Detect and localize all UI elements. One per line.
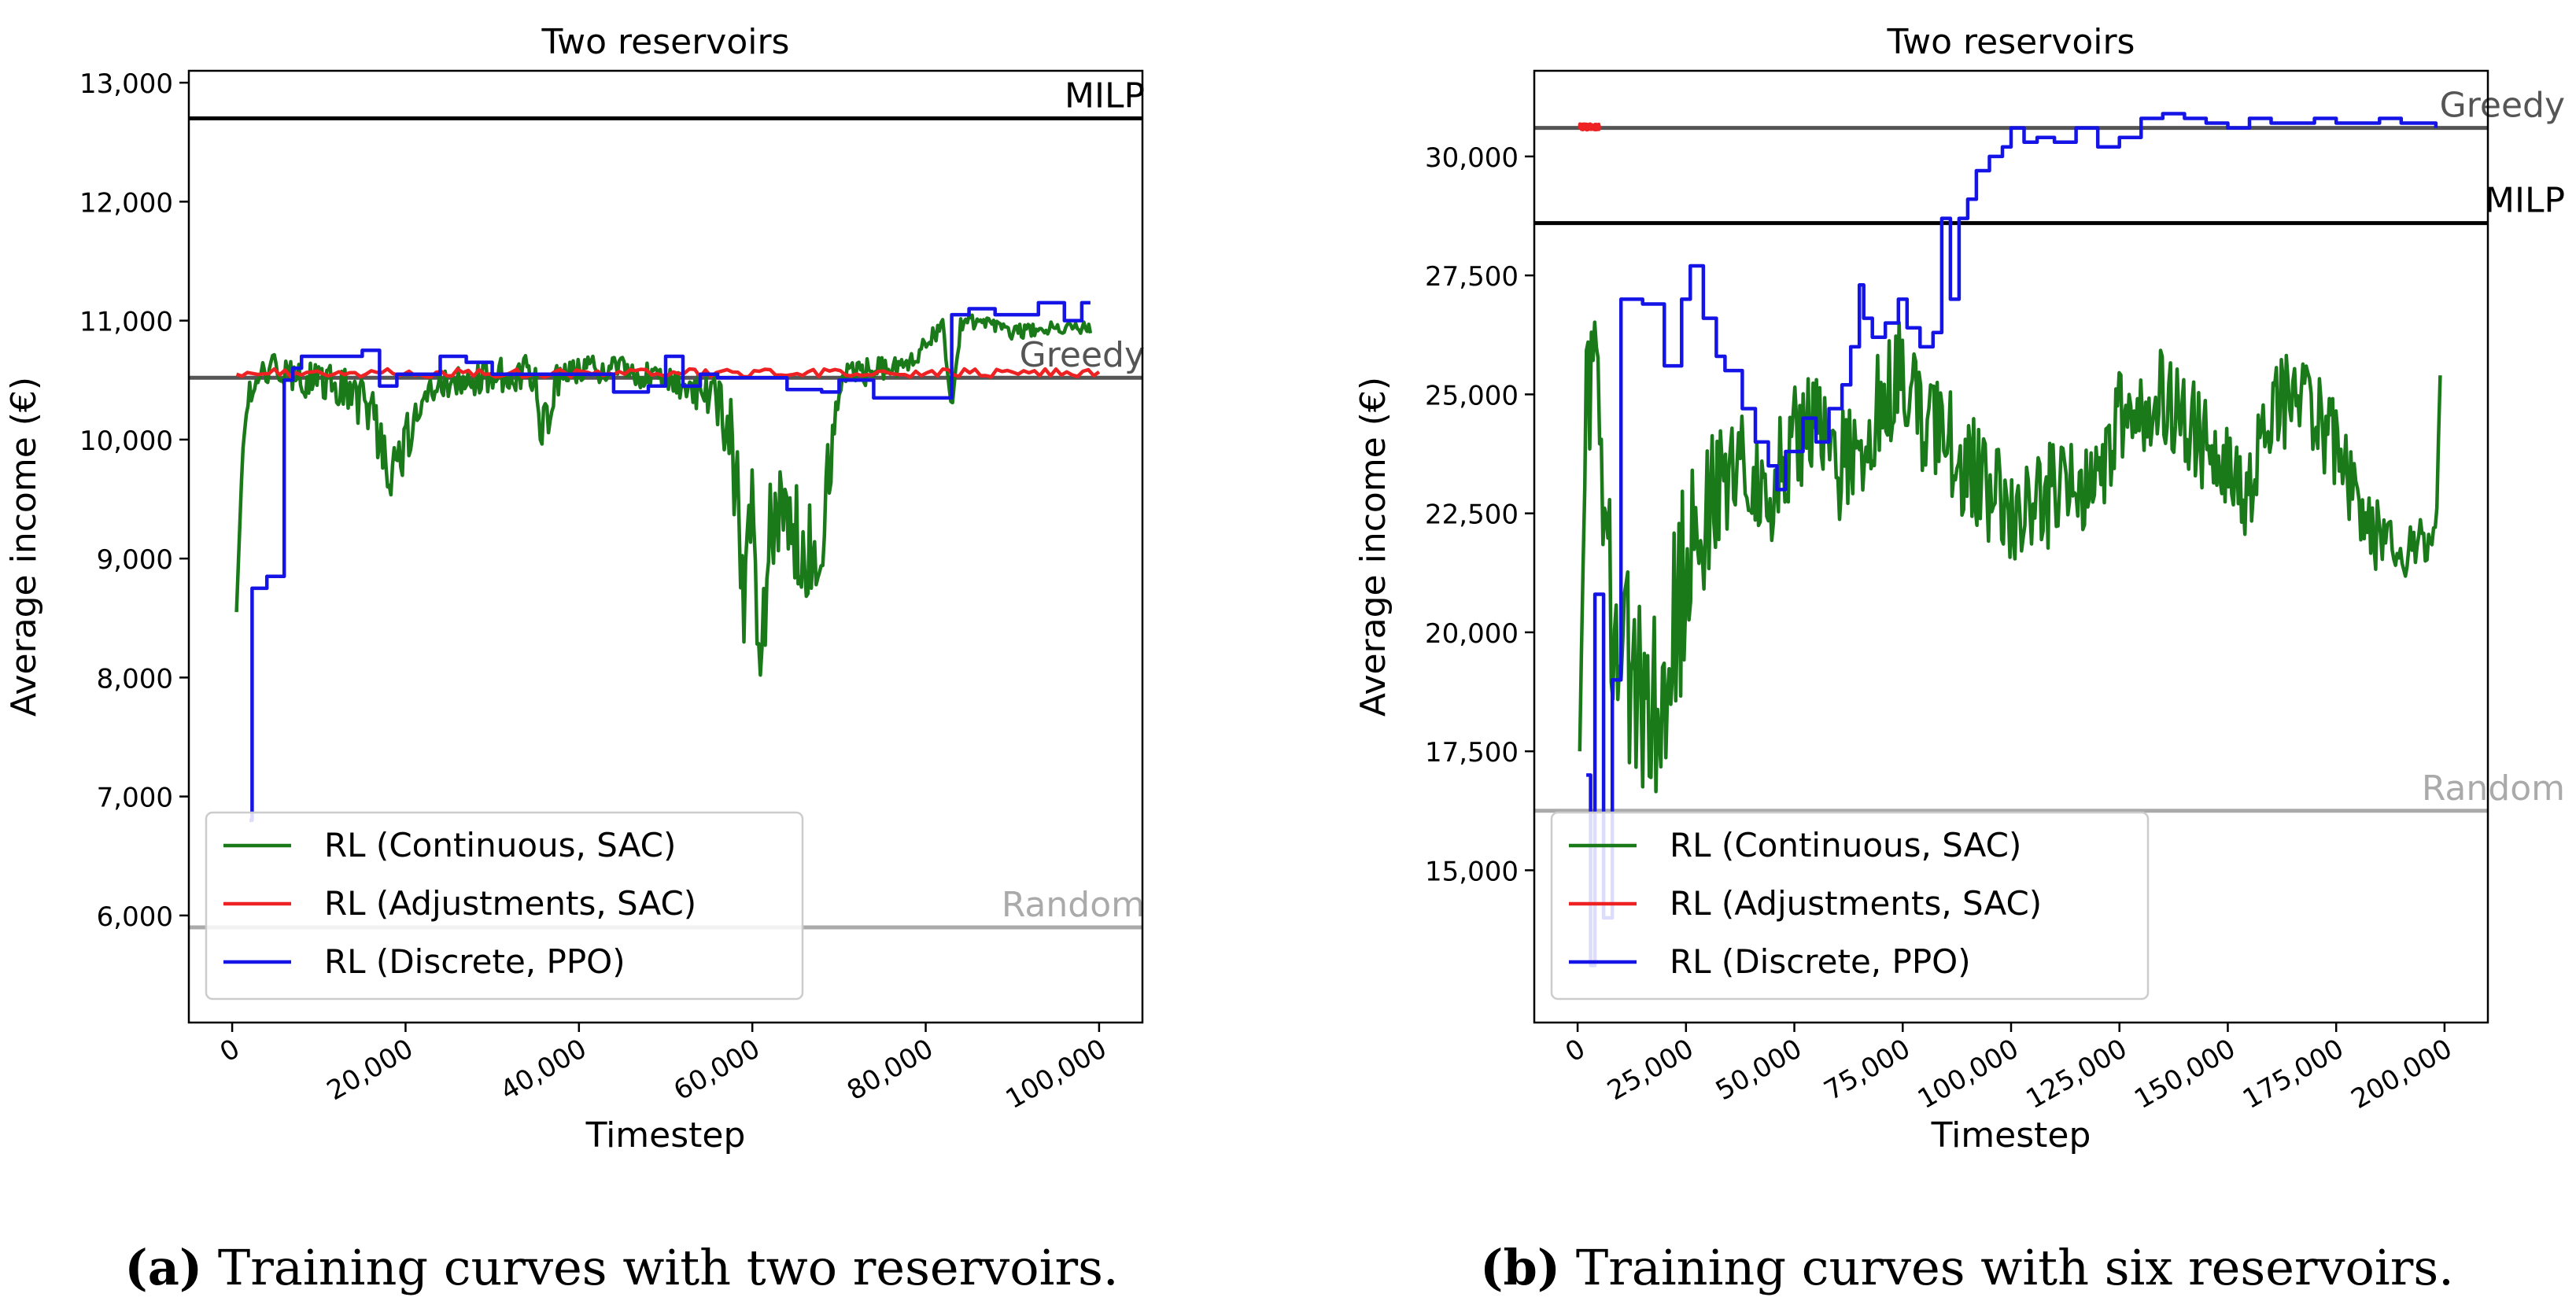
caption-text: Training curves with six reservoirs. (1560, 1239, 2454, 1296)
x-tick-label: 60,000 (669, 1033, 766, 1107)
legend-label: RL (Adjustments, SAC) (324, 884, 696, 923)
x-tick-label: 20,000 (322, 1033, 419, 1107)
series-line-rl-discrete-ppo (1586, 112, 2438, 967)
caption-a: (a) Training curves with two reservoirs. (124, 1239, 1118, 1296)
chart-panel-b: Two reservoirs 15,000 17,500 20,000 22,500 25… (1353, 22, 2565, 1155)
y-axis-label: Average income (€) (4, 377, 44, 717)
y-tick-label: 8,000 (97, 663, 173, 695)
legend-label: RL (Continuous, SAC) (324, 826, 676, 864)
x-axis-label: Timestep (1931, 1115, 2091, 1155)
x-tick-label: 0 (1560, 1033, 1591, 1068)
plot-area (234, 300, 1101, 823)
plot-frame (1533, 69, 2489, 1024)
legend-label: RL (Continuous, SAC) (1670, 826, 2021, 864)
x-tick-label: 125,000 (2021, 1033, 2132, 1115)
x-tick-label: 0 (215, 1033, 245, 1068)
y-tick-label: 15,000 (1425, 856, 1519, 887)
chart-panel-a: Two reservoirs 6,000 7,000 8,000 9,000 10,000… (4, 22, 1145, 1155)
y-tick-label: 30,000 (1425, 142, 1519, 174)
legend-box (205, 811, 804, 1001)
plot-frame (187, 69, 1144, 1024)
y-tick-label: 6,000 (97, 901, 173, 933)
y-tick-label: 13,000 (79, 68, 173, 100)
baseline-label-random: Random (2422, 768, 2565, 809)
legend-label: RL (Discrete, PPO) (324, 942, 626, 981)
legend-label: RL (Adjustments, SAC) (1670, 884, 2042, 923)
y-tick-label: 10,000 (79, 426, 173, 457)
baseline-label-greedy: Greedy (1020, 335, 1145, 375)
series-line-rl-continuous-sac (1578, 320, 2442, 794)
chart-title: Two reservoirs (541, 22, 790, 62)
chart-title: Two reservoirs (1887, 22, 2135, 62)
caption-text: Training curves with two reservoirs. (202, 1239, 1118, 1296)
x-tick-label: 175,000 (2238, 1033, 2349, 1115)
y-tick-label: 22,500 (1425, 499, 1519, 531)
x-tick-label: 100,000 (1913, 1033, 2024, 1115)
caption-letter: (b) (1480, 1239, 1560, 1296)
y-tick-label: 7,000 (97, 783, 173, 814)
y-tick-label: 27,500 (1425, 261, 1519, 293)
legend-label: RL (Discrete, PPO) (1670, 942, 1971, 981)
y-tick-label: 20,000 (1425, 618, 1519, 650)
series-line-rl-adjustments-sac (1578, 122, 1601, 132)
y-tick-label: 12,000 (79, 187, 173, 219)
x-tick-label: 150,000 (2129, 1033, 2241, 1115)
x-tick-label: 50,000 (1711, 1033, 1807, 1107)
x-tick-label: 80,000 (842, 1033, 939, 1107)
y-tick-label: 17,500 (1425, 737, 1519, 768)
x-tick-label: 200,000 (2346, 1033, 2458, 1115)
baseline-label-random: Random (1002, 885, 1145, 925)
x-tick-label: 75,000 (1819, 1033, 1916, 1107)
legend-box (1550, 811, 2150, 1001)
caption-letter: (a) (124, 1239, 202, 1296)
baseline-label-milp: MILP (1065, 76, 1145, 116)
y-tick-label: 11,000 (79, 307, 173, 338)
y-tick-label: 9,000 (97, 544, 173, 576)
x-tick-label: 40,000 (495, 1033, 592, 1107)
series-line-rl-discrete-ppo (249, 300, 1091, 823)
y-axis-label: Average income (€) (1353, 377, 1393, 717)
x-axis-label: Timestep (585, 1115, 746, 1155)
x-tick-label: 25,000 (1602, 1033, 1699, 1107)
x-tick-label: 100,000 (1001, 1033, 1113, 1115)
plot-area (1578, 112, 2442, 967)
y-tick-label: 25,000 (1425, 380, 1519, 411)
series-line-rl-continuous-sac (234, 313, 1093, 677)
baseline-label-milp: MILP (2485, 181, 2565, 221)
caption-b: (b) Training curves with six reservoirs. (1480, 1239, 2454, 1296)
baseline-label-greedy: Greedy (2440, 86, 2565, 126)
